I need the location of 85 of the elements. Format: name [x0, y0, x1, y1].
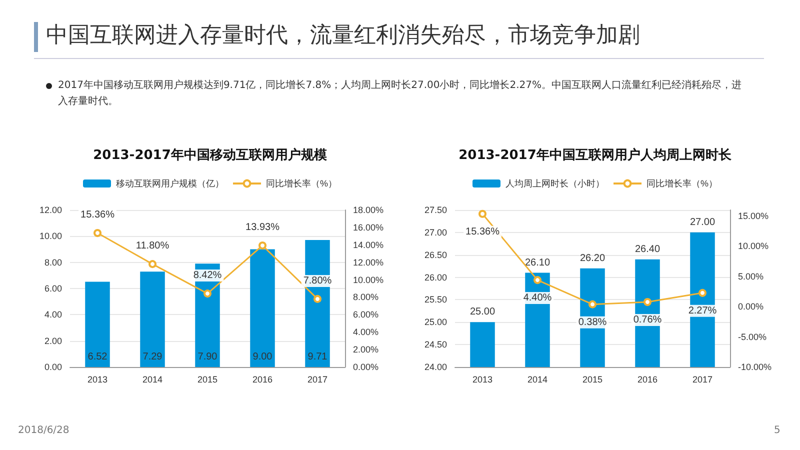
y2-tick-label: 4.00% — [353, 327, 379, 338]
data-label: 8.42% — [193, 270, 222, 282]
y2-tick-label: 15.00% — [738, 211, 769, 222]
y-tick-label: 4.00 — [44, 310, 62, 320]
x-tick-label: 2014 — [527, 374, 548, 384]
chart-title: 2013-2017年中国移动互联网用户规模 — [93, 147, 327, 163]
y2-tick-label: 10.00% — [738, 241, 769, 252]
y2-tick-label: 16.00% — [353, 222, 384, 232]
bar — [85, 282, 110, 367]
data-label: 7.29 — [142, 352, 163, 362]
y-tick-label: 26.00 — [424, 272, 447, 282]
point — [204, 290, 212, 298]
data-label: 9.71 — [308, 352, 328, 362]
data-label: 15.36% — [466, 226, 500, 238]
y2-tick-label: 8.00% — [353, 292, 379, 302]
point — [258, 242, 266, 250]
bar — [250, 249, 275, 367]
bar — [140, 272, 165, 367]
y-tick-label: 26.50 — [424, 250, 447, 260]
data-label: 6.52 — [88, 352, 108, 362]
data-label: 7.90 — [198, 352, 218, 362]
y2-tick-label: 0.00% — [738, 302, 764, 312]
point — [314, 294, 322, 303]
text: 2018/6/28 — [18, 425, 70, 436]
y-tick-label: 2.00 — [44, 336, 62, 346]
data-label: 4.40% — [523, 292, 552, 304]
data-label: 26.20 — [580, 252, 606, 264]
data-label: 27.00 — [690, 216, 716, 228]
y2-tick-label: 2.00% — [353, 344, 379, 355]
y-tick-label: 0.00 — [44, 362, 62, 372]
x-tick-label: 2016 — [252, 374, 273, 384]
x-tick-label: 2015 — [582, 374, 603, 384]
point — [148, 260, 156, 268]
y-tick-label: 25.00 — [424, 317, 447, 328]
x-tick-label: 2013 — [87, 374, 108, 384]
x-tick-label: 2017 — [307, 374, 328, 384]
y2-tick-label: 6.00% — [353, 310, 379, 320]
y2-tick-label: 0.00% — [353, 362, 379, 372]
y-tick-label: 24.00 — [424, 362, 447, 372]
legend-label: 同比增长率（%） — [646, 178, 718, 188]
x-tick-label: 2015 — [197, 374, 218, 384]
y-tick-label: 27.50 — [424, 205, 447, 215]
data-label: 0.76% — [633, 314, 662, 326]
data-label: 11.80% — [136, 240, 170, 252]
y2-tick-label: 12.00% — [353, 257, 384, 268]
text: 5 — [774, 425, 780, 436]
data-label: 7.80% — [303, 275, 332, 286]
point — [94, 229, 102, 238]
x-tick-label: 2016 — [637, 374, 658, 384]
y-tick-label: 27.00 — [424, 227, 447, 238]
data-label: 26.10 — [524, 257, 550, 268]
y-tick-label: 24.50 — [424, 340, 447, 350]
point — [478, 210, 486, 218]
legend-label: 移动互联网用户规模（亿） — [116, 178, 224, 188]
data-label: 25.00 — [470, 306, 496, 318]
point — [588, 300, 596, 308]
legend-label: 人均周上网时长（小时） — [506, 178, 604, 188]
y-tick-label: 25.50 — [424, 294, 447, 305]
chart-title: 2013-2017年中国互联网用户人均周上网时长 — [458, 147, 732, 163]
data-label: 26.40 — [634, 244, 660, 255]
legend-label: 同比增长率（%） — [266, 178, 338, 188]
x-tick-label: 2013 — [472, 374, 493, 384]
point — [534, 276, 542, 284]
y2-tick-label: 18.00% — [353, 205, 384, 215]
y2-tick-label: 14.00% — [353, 240, 384, 250]
y-tick-label: 10.00 — [39, 231, 62, 242]
y2-tick-label: 10.00% — [353, 274, 384, 285]
point — [644, 298, 652, 306]
bar — [305, 240, 330, 367]
y-tick-label: 12.00 — [39, 205, 62, 215]
text: 2017年中国移动互联网用户规模达到9.71亿，同比增长7.8%；人均周上网时长27.00小时，同比增长2.27%。中国互联网人口流量红利已经消耗殆尽，进入存量时代。 — [58, 78, 743, 109]
y-tick-label: 8.00 — [44, 257, 62, 268]
data-label: 15.36% — [80, 210, 115, 221]
y-tick-label: 6.00 — [44, 284, 62, 294]
y2-tick-label: -10.00% — [738, 362, 772, 372]
y2-tick-label: 5.00% — [738, 271, 764, 282]
y2-tick-label: -5.00% — [738, 332, 767, 342]
text: 中国互联网进入存量时代，流量红利消失殆尽，市场竞争加剧 — [46, 22, 640, 50]
point — [698, 288, 706, 297]
data-label: 0.38% — [578, 316, 607, 328]
data-label: 13.93% — [246, 222, 280, 233]
data-label: 2.27% — [688, 305, 717, 316]
x-tick-label: 2017 — [692, 374, 713, 384]
x-tick-label: 2014 — [142, 374, 163, 384]
data-label: 9.00 — [252, 352, 273, 362]
